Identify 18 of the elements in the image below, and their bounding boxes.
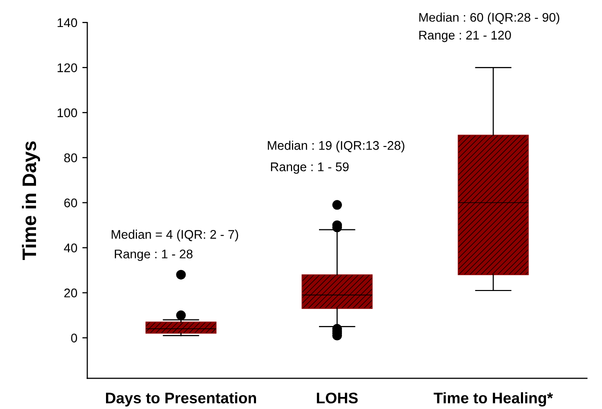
annotation: Median : 60 (IQR:28 - 90) <box>419 12 560 24</box>
annotation: Range : 1 - 28 <box>114 250 193 261</box>
annotation: Range : 21 - 120 <box>419 30 511 42</box>
y-tick-label: 0 <box>71 334 78 342</box>
y-tick-label: 60 <box>64 198 78 208</box>
x-tick-label: Time to Healing* <box>434 392 553 407</box>
y-tick-label: 120 <box>58 63 78 72</box>
x-tick-label: LOHS <box>316 392 358 404</box>
annotation: Range : 1 - 59 <box>271 162 349 174</box>
y-tick-label: 80 <box>64 153 78 162</box>
y-tick-label: 140 <box>58 18 78 28</box>
y-tick-label: 20 <box>64 288 78 298</box>
y-axis-title: Time in Days <box>22 141 40 260</box>
annotation: Median : 19 (IQR:13 -28) <box>268 140 404 152</box>
x-tick-label: Days to Presentation <box>106 392 256 406</box>
annotation: Median = 4 (IQR: 2 - 7) <box>112 230 238 242</box>
y-tick-label: 100 <box>58 108 78 118</box>
y-tick-label: 40 <box>64 244 78 252</box>
